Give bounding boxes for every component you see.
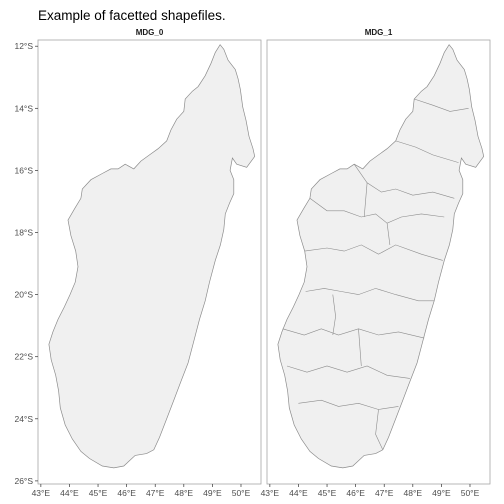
x-tick-label: 46°E [346, 488, 365, 498]
x-tick-label: 46°E [117, 488, 136, 498]
y-tick-label: 20°S [14, 290, 33, 300]
region-boundary-12 [358, 328, 362, 367]
region-boundary-4 [304, 244, 443, 261]
y-tick-label: 12°S [14, 41, 33, 51]
facet-panel-mdg-0: 12°S 14°S 16°S 18°S 20°S 22°S 24°S 26°S 43°E 44°… [14, 39, 262, 498]
x-tick-label: 49°E [432, 488, 451, 498]
x-tick-label: 44°E [289, 488, 308, 498]
region-boundary-9 [332, 294, 336, 336]
facet-strip-label-1: MDG_1 [364, 28, 393, 37]
region-boundary-5 [305, 288, 435, 302]
x-tick-label: 47°E [146, 488, 165, 498]
region-boundary-11 [386, 223, 391, 245]
x-tick-label: 47°E [375, 488, 394, 498]
y-tick-label: 26°S [14, 476, 33, 486]
y-tick-label: 22°S [14, 352, 33, 362]
region-boundary-6 [282, 328, 425, 339]
y-tick-label: 24°S [14, 414, 33, 424]
plot-title: Example of facetted shapefiles. [38, 8, 226, 23]
region-boundary-13 [375, 409, 384, 450]
x-tick-label: 50°E [461, 488, 480, 498]
region-boundary-7 [286, 365, 410, 379]
facet-panel-mdg-1: 43°E 44°E 45°E 46°E 47°E 48°E 49°E 50°E [261, 39, 491, 498]
x-tick-label: 43°E [32, 488, 51, 498]
y-axis: 12°S 14°S 16°S 18°S 20°S 22°S 24°S 26°S [14, 41, 38, 486]
region-boundary-0 [414, 98, 469, 112]
country-outline-regions [277, 44, 485, 469]
facet-strip-label-0: MDG_0 [135, 28, 164, 37]
y-tick-label: 18°S [14, 228, 33, 238]
x-tick-label: 48°E [175, 488, 194, 498]
x-tick-label: 50°E [232, 488, 251, 498]
x-tick-label: 45°E [89, 488, 108, 498]
region-boundary-10 [363, 182, 368, 218]
region-boundary-3 [309, 198, 445, 224]
x-tick-label: 44°E [60, 488, 79, 498]
y-tick-label: 14°S [14, 103, 33, 113]
region-boundary-8 [298, 399, 399, 410]
region-boundaries [282, 98, 469, 450]
x-axis-1: 43°E 44°E 45°E 46°E 47°E 48°E 49°E 50°E [261, 484, 480, 498]
x-tick-label: 49°E [203, 488, 222, 498]
y-tick-label: 16°S [14, 165, 33, 175]
x-axis-0: 43°E 44°E 45°E 46°E 47°E 48°E 49°E 50°E [32, 484, 251, 498]
country-outline [48, 44, 256, 469]
x-tick-label: 45°E [318, 488, 337, 498]
x-tick-label: 43°E [261, 488, 280, 498]
x-tick-label: 48°E [404, 488, 423, 498]
region-boundary-1 [395, 140, 459, 163]
